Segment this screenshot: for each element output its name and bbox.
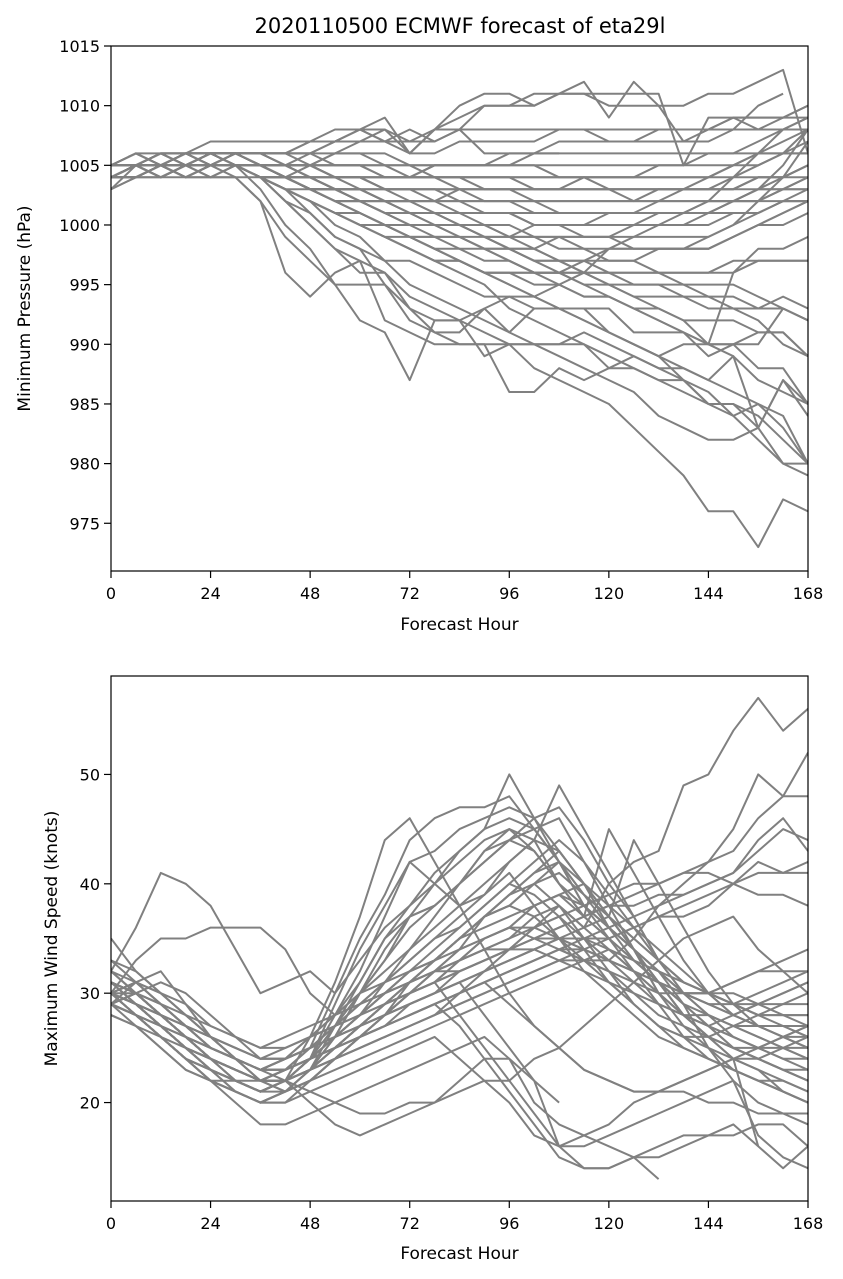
pressure-series-m28 <box>111 164 808 429</box>
wind-y-axis-label: Maximum Wind Speed (knots) <box>42 811 62 1067</box>
wind-xtick-label: 96 <box>499 1214 519 1233</box>
pressure-series-m50 <box>111 164 808 214</box>
wind-series-m44 <box>111 860 808 1104</box>
wind-plot: 0 24 48 72 96 120 144 168 20 30 40 50 Forecast Hour M… <box>42 675 824 1264</box>
wind-xtick-label: 24 <box>200 1214 220 1233</box>
wind-xtick-label: 48 <box>300 1214 320 1233</box>
pressure-ytick-label: 1015 <box>59 37 100 56</box>
wind-xtick-label: 120 <box>594 1214 625 1233</box>
pressure-ytick-label: 985 <box>69 395 100 414</box>
pressure-xtick-label: 48 <box>300 584 320 603</box>
wind-series-m51 <box>111 948 808 1071</box>
pressure-xtick-label: 24 <box>200 584 220 603</box>
pressure-series-m27 <box>111 164 808 429</box>
pressure-xtick-label: 96 <box>499 584 519 603</box>
pressure-series-group <box>111 68 808 549</box>
pressure-ytick-label: 1000 <box>59 216 100 235</box>
wind-series-m50 <box>111 926 808 1082</box>
pressure-ytick-label: 990 <box>69 335 100 354</box>
wind-xtick-label: 0 <box>106 1214 116 1233</box>
pressure-xtick-label: 0 <box>106 584 116 603</box>
pressure-y-axis-label: Minimum Pressure (hPa) <box>15 205 35 411</box>
pressure-ytick-label: 1010 <box>59 97 100 116</box>
wind-xtick-label: 144 <box>693 1214 724 1233</box>
wind-series-m47 <box>111 904 808 1093</box>
pressure-series-m48 <box>111 116 808 167</box>
pressure-xtick-label: 144 <box>693 584 724 603</box>
pressure-ytick-label: 1005 <box>59 156 100 175</box>
wind-ytick-label: 20 <box>80 1094 100 1113</box>
pressure-x-axis-label: Forecast Hour <box>400 615 518 635</box>
figure-title: 2020110500 ECMWF forecast of eta29l <box>255 14 666 38</box>
wind-series-m42 <box>111 915 808 1071</box>
pressure-xtick-label: 120 <box>594 584 625 603</box>
wind-xtick-label: 168 <box>793 1214 824 1233</box>
pressure-axes-frame <box>110 45 809 572</box>
pressure-ytick-label: 995 <box>69 276 100 295</box>
wind-series-m36 <box>111 981 808 1170</box>
pressure-ytick-label: 975 <box>69 514 100 533</box>
pressure-plot: 0 24 48 72 96 120 144 168 975 980 985 990 995 1000 100… <box>15 37 823 635</box>
wind-ytick-label: 30 <box>80 984 100 1003</box>
wind-series-m35 <box>111 992 808 1159</box>
wind-xtick-label: 72 <box>400 1214 420 1233</box>
pressure-xtick-label: 72 <box>400 584 420 603</box>
wind-series-group <box>111 696 808 1180</box>
pressure-xtick-label: 168 <box>793 584 824 603</box>
wind-ytick-label: 40 <box>80 875 100 894</box>
wind-series-m45 <box>111 871 808 1049</box>
wind-x-axis-label: Forecast Hour <box>400 1244 518 1264</box>
wind-ytick-label: 50 <box>80 765 100 784</box>
wind-axes-frame <box>110 675 809 1202</box>
pressure-series-m51 <box>111 152 808 191</box>
pressure-ytick-label: 980 <box>69 455 100 474</box>
